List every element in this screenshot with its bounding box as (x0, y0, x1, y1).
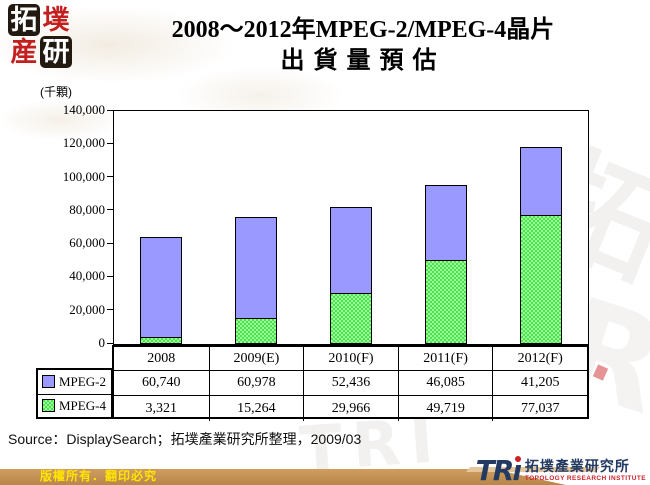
watermark-red-accent (592, 364, 609, 381)
seal-char-1: 拓 (8, 4, 40, 36)
y-tick-label: 20,000 (69, 301, 105, 317)
legend-item-mpeg4: MPEG-4 (38, 393, 111, 418)
legend-label-mpeg2: MPEG-2 (59, 373, 106, 389)
tri-logo-names: 拓墣產業研究所 TOPOLOGY RESEARCH INSTITUTE (525, 460, 646, 483)
tri-logotype: TRı (475, 454, 522, 485)
topology-seal-logo: 拓 墣 産 研 (8, 4, 72, 68)
y-tick-mark (107, 275, 113, 277)
bar-segment-MPEG-4 (519, 214, 562, 344)
y-tick-label: 140,000 (62, 102, 105, 117)
bar-segment-MPEG-2 (424, 184, 467, 262)
y-tick-label: 40,000 (69, 268, 105, 284)
tri-logo-red-dot (514, 456, 521, 462)
legend: MPEG-2 MPEG-4 (36, 368, 113, 419)
page-title-line2: 出貨量預估 (280, 48, 446, 74)
bar-segment-MPEG-4 (235, 317, 278, 344)
x-axis-label: 2012(F) (492, 347, 587, 370)
y-tick-mark (107, 176, 113, 178)
x-axis-label: 2008 (147, 350, 176, 366)
table-cell-MPEG-4: 15,264 (208, 395, 304, 421)
bar-segment-MPEG-4 (330, 293, 372, 344)
y-axis-unit-label: (千顆) (40, 85, 72, 99)
y-tick-mark (107, 142, 113, 144)
y-tick-label: 100,000 (62, 168, 105, 184)
table-cell-MPEG-4: 49,719 (397, 395, 493, 421)
bar-segment-MPEG-2 (235, 217, 278, 319)
bar-segment-MPEG-2 (330, 206, 372, 295)
tri-logo: TRı 拓墣產業研究所 TOPOLOGY RESEARCH INSTITUTE (475, 454, 646, 485)
footer-band (0, 469, 566, 485)
bar-segment-MPEG-4 (424, 260, 467, 344)
x-axis-label: 2010(F) (303, 347, 398, 370)
bar-2012(F) (519, 147, 562, 344)
x-axis-label: 2011(F) (397, 347, 493, 370)
plot-area (113, 110, 589, 345)
y-tick-mark (107, 109, 113, 111)
x-axis-label: 2009(E) (208, 347, 304, 370)
bar-segment-MPEG-2 (140, 237, 183, 339)
table-cell-MPEG-2: 60,740 (114, 370, 209, 395)
copyright-text: 版權所有．翻印必究 (40, 469, 158, 483)
y-tick-label: 60,000 (69, 235, 105, 251)
table-cell-MPEG-2: 46,085 (397, 370, 493, 395)
seal-char-3: 産 (10, 36, 38, 68)
y-tick-mark (107, 242, 113, 244)
tri-name-en: TOPOLOGY RESEARCH INSTITUTE (524, 474, 646, 482)
source-text: Source：DisplaySearch；拓墣產業研究所整理，2009/03 (8, 431, 362, 447)
bar-2011(F) (424, 184, 467, 344)
table-cell-MPEG-4: 77,037 (492, 395, 587, 421)
y-tick-label: 120,000 (62, 135, 105, 151)
page-title: 2008～2012年MPEG-2/MPEG-4晶片 出貨量預估 (88, 15, 638, 77)
legend-swatch-mpeg4 (42, 399, 55, 413)
y-tick-mark (107, 309, 113, 311)
data-table: 2008 2009(E) 2010(F) 2011(F) 2012(F) 60,740 60… (112, 345, 589, 421)
bar-2010(F) (330, 206, 372, 344)
table-cell-MPEG-2: 52,436 (303, 370, 398, 395)
seal-char-4: 研 (40, 36, 72, 68)
y-tick-mark (107, 209, 113, 211)
table-cell-MPEG-2: 60,978 (208, 370, 304, 395)
bar-2008 (140, 237, 183, 344)
y-tick-label: 80,000 (69, 201, 105, 217)
tri-name-zh: 拓墣產業研究所 (524, 458, 630, 475)
bar-2009(E) (235, 217, 278, 344)
table-cell-MPEG-4: 29,966 (303, 395, 398, 421)
legend-swatch-mpeg2 (42, 375, 55, 389)
legend-label-mpeg4: MPEG-4 (59, 397, 106, 413)
legend-item-mpeg2: MPEG-2 (38, 370, 111, 394)
bar-segment-MPEG-4 (140, 337, 183, 344)
table-cell-MPEG-2: 41,205 (492, 370, 587, 395)
page-title-line1: 2008～2012年MPEG-2/MPEG-4晶片 (171, 17, 555, 43)
y-tick-mark (107, 342, 113, 344)
table-cell-MPEG-4: 3,321 (114, 395, 209, 421)
y-tick-label: 0 (98, 335, 106, 350)
bar-segment-MPEG-2 (519, 147, 562, 216)
seal-char-2: 墣 (42, 4, 70, 36)
